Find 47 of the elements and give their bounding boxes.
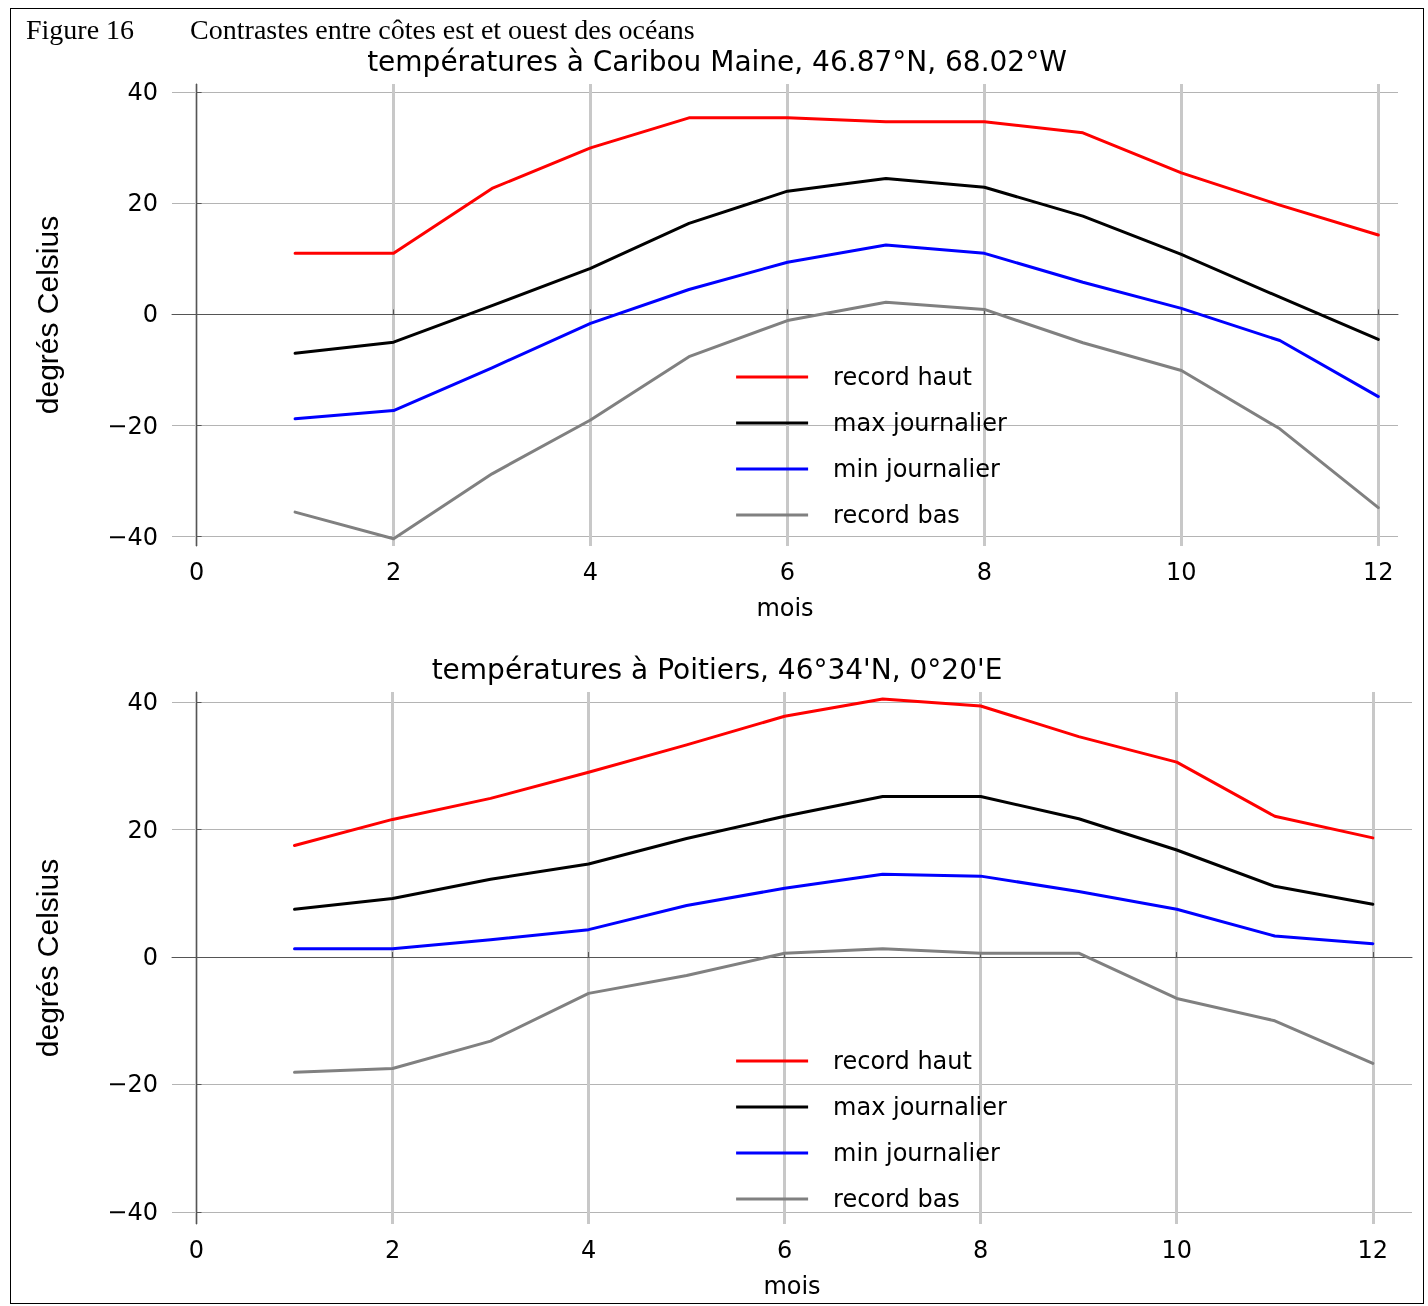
x-tick-label: 6	[779, 558, 796, 586]
y-tick-label: 40	[127, 78, 158, 107]
line-series	[293, 697, 1375, 848]
line-series	[293, 872, 1375, 951]
x-tick-label: 6	[777, 1236, 793, 1264]
line-series	[293, 116, 1380, 255]
x-tick-label: 2	[385, 558, 402, 586]
x-tick-label: 0	[188, 1236, 205, 1264]
legend-label: record haut	[833, 363, 972, 391]
y-tick-label: −40	[107, 522, 158, 551]
caption: Figure 16	[26, 14, 135, 45]
y-tick-label: −40	[107, 1197, 158, 1226]
x-tick-label: 4	[580, 1236, 597, 1264]
y-tick-label: 20	[127, 189, 158, 218]
y-axis-title: degrés Celsius	[30, 215, 64, 415]
x-axis-title: mois	[763, 1272, 821, 1300]
legend-label: record bas	[833, 501, 960, 529]
legend-label: max journalier	[833, 1093, 1008, 1121]
chart-title: températures à Poitiers, 46°34'N, 0°20'E	[431, 652, 1003, 686]
legend-label: record haut	[833, 1047, 972, 1075]
x-tick-label: 10	[1161, 1236, 1193, 1264]
legend-label: min journalier	[833, 455, 1001, 483]
y-tick-label: 0	[142, 300, 158, 329]
y-tick-label: −20	[107, 411, 158, 440]
x-tick-label: 8	[973, 1236, 989, 1264]
x-axis-title: mois	[756, 594, 814, 622]
y-tick-label: −20	[107, 1070, 158, 1099]
y-tick-label: 20	[127, 815, 158, 844]
x-tick-label: 2	[384, 1236, 401, 1264]
x-tick-label: 4	[582, 558, 599, 586]
line-series	[293, 176, 1380, 355]
line-series	[293, 300, 1380, 541]
chart-title: températures à Caribou Maine, 46.87°N, 68.02°W	[367, 44, 1067, 78]
line-series	[293, 794, 1375, 911]
x-tick-label: 8	[976, 558, 993, 586]
x-tick-label: 0	[188, 558, 205, 586]
y-tick-label: 0	[142, 943, 158, 972]
legend-label: max journalier	[833, 409, 1008, 437]
x-tick-label: 12	[1363, 558, 1394, 586]
x-tick-label: 12	[1357, 1236, 1389, 1264]
text: Contrastes entre côtes est et ouest des océans	[190, 14, 695, 45]
legend-label: min journalier	[833, 1139, 1001, 1167]
legend-label: record bas	[833, 1185, 960, 1213]
y-tick-label: 40	[127, 688, 158, 717]
y-axis-title: degrés Celsius	[30, 858, 64, 1058]
x-tick-label: 10	[1166, 558, 1197, 586]
line-series	[293, 947, 1375, 1074]
